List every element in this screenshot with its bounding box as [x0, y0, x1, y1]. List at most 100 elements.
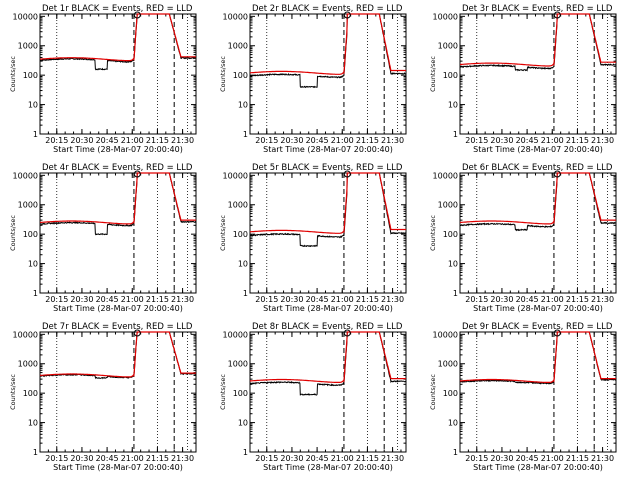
saturation-marker	[553, 170, 561, 178]
x-tick-label: 21:15	[356, 295, 379, 304]
detector-panel: Det 2r BLACK = Events, RED = LLD 1 10 100 10…	[219, 4, 407, 154]
y-tick-label: 1000	[438, 201, 458, 210]
x-tick-label: 21:00	[121, 136, 144, 145]
x-tick-label: 20:45	[306, 454, 329, 463]
saturation-marker	[343, 170, 351, 178]
lld-series-line	[250, 13, 406, 75]
y-axis-label: Counts/sec	[9, 215, 17, 251]
x-tick-label: 21:00	[541, 136, 564, 145]
y-tick-label: 1000	[438, 42, 458, 51]
y-tick-label: 100	[443, 230, 458, 239]
detector-panel: Det 4r BLACK = Events, RED = LLD 1 10 100 10…	[9, 163, 197, 313]
lld-series-line	[39, 331, 196, 378]
x-axis-label: Start Time (28-Mar-07 20:00:40)	[53, 304, 183, 313]
y-axis-label: Counts/sec	[429, 56, 437, 92]
lld-series-line	[460, 13, 616, 67]
x-tick-label: 21:00	[541, 454, 564, 463]
x-tick-label: 21:30	[591, 136, 614, 145]
x-axis-label: Start Time (28-Mar-07 20:00:40)	[473, 304, 603, 313]
y-tick-label: 10000	[13, 171, 38, 180]
x-tick-label: 20:15	[45, 454, 68, 463]
saturation-marker	[553, 329, 561, 337]
panel-title: Det 7r BLACK = Events, RED = LLD	[42, 322, 193, 332]
lld-series-line	[250, 172, 406, 234]
x-axis-label: Start Time (28-Mar-07 20:00:40)	[473, 463, 603, 472]
y-tick-label: 1	[243, 448, 248, 457]
x-tick-label: 21:00	[331, 295, 354, 304]
events-series-line	[40, 172, 197, 236]
x-tick-label: 21:30	[171, 454, 194, 463]
y-axis-label: Counts/sec	[9, 374, 17, 410]
panel-title: Det 5r BLACK = Events, RED = LLD	[252, 163, 403, 173]
y-tick-label: 100	[233, 230, 248, 239]
plot-frame	[459, 13, 617, 135]
y-tick-label: 10	[28, 260, 38, 269]
x-tick-label: 20:45	[516, 295, 539, 304]
x-tick-label: 21:00	[541, 295, 564, 304]
x-tick-label: 21:15	[146, 454, 169, 463]
lld-series-line	[39, 172, 196, 225]
y-tick-label: 10000	[433, 12, 458, 21]
events-series-line	[39, 331, 197, 380]
x-tick-label: 21:30	[591, 454, 614, 463]
x-tick-label: 20:45	[306, 136, 329, 145]
x-tick-label: 20:15	[45, 136, 68, 145]
x-tick-label: 21:15	[566, 454, 589, 463]
x-tick-label: 21:30	[381, 295, 404, 304]
x-tick-label: 21:15	[146, 136, 169, 145]
panel-title: Det 8r BLACK = Events, RED = LLD	[252, 322, 403, 332]
y-tick-label: 1000	[228, 42, 248, 51]
detector-panel: Det 8r BLACK = Events, RED = LLD 1 10 100 10…	[219, 322, 407, 472]
x-tick-label: 20:30	[70, 136, 93, 145]
y-tick-label: 100	[443, 389, 458, 398]
x-tick-label: 21:30	[381, 454, 404, 463]
y-tick-label: 10000	[223, 330, 248, 339]
events-series-line	[249, 172, 407, 248]
x-axis-label: Start Time (28-Mar-07 20:00:40)	[473, 145, 603, 154]
panel-title: Det 9r BLACK = Events, RED = LLD	[462, 322, 613, 332]
y-tick-label: 100	[443, 71, 458, 80]
y-tick-label: 10000	[433, 330, 458, 339]
y-tick-label: 1	[33, 289, 38, 298]
y-tick-label: 10000	[433, 171, 458, 180]
x-tick-label: 20:15	[465, 295, 488, 304]
x-axis-label: Start Time (28-Mar-07 20:00:40)	[263, 463, 393, 472]
x-tick-label: 21:15	[356, 454, 379, 463]
x-tick-label: 20:15	[255, 295, 278, 304]
y-tick-label: 1000	[228, 201, 248, 210]
x-tick-label: 20:45	[516, 136, 539, 145]
y-tick-label: 100	[23, 230, 38, 239]
x-tick-label: 20:45	[96, 454, 119, 463]
x-axis-label: Start Time (28-Mar-07 20:00:40)	[263, 145, 393, 154]
y-tick-label: 1	[33, 130, 38, 139]
y-tick-label: 1	[243, 130, 248, 139]
events-series-line	[249, 331, 407, 396]
x-tick-label: 20:30	[490, 454, 513, 463]
panel-title: Det 3r BLACK = Events, RED = LLD	[462, 4, 613, 14]
events-series-line	[459, 13, 617, 72]
x-tick-label: 20:30	[280, 454, 303, 463]
plot-frame	[249, 331, 407, 453]
y-axis-label: Counts/sec	[219, 215, 227, 251]
detector-panel: Det 6r BLACK = Events, RED = LLD 1 10 100 10…	[429, 163, 617, 313]
x-tick-label: 20:45	[306, 295, 329, 304]
plot-frame	[459, 331, 617, 453]
x-tick-label: 21:15	[566, 295, 589, 304]
y-axis-label: Counts/sec	[429, 374, 437, 410]
x-tick-label: 21:00	[121, 454, 144, 463]
x-tick-label: 20:30	[280, 136, 303, 145]
y-axis-label: Counts/sec	[219, 374, 227, 410]
y-tick-label: 10000	[13, 12, 38, 21]
events-series-line	[39, 13, 197, 71]
x-axis-label: Start Time (28-Mar-07 20:00:40)	[53, 463, 183, 472]
y-tick-label: 1	[453, 130, 458, 139]
events-series-line	[459, 172, 616, 232]
panel-title: Det 4r BLACK = Events, RED = LLD	[42, 163, 193, 173]
x-tick-label: 20:15	[465, 136, 488, 145]
y-tick-label: 1	[453, 448, 458, 457]
x-tick-label: 20:30	[70, 454, 93, 463]
y-tick-label: 10000	[223, 12, 248, 21]
plot-frame	[39, 13, 197, 135]
plot-frame	[39, 172, 197, 294]
x-tick-label: 21:30	[591, 295, 614, 304]
